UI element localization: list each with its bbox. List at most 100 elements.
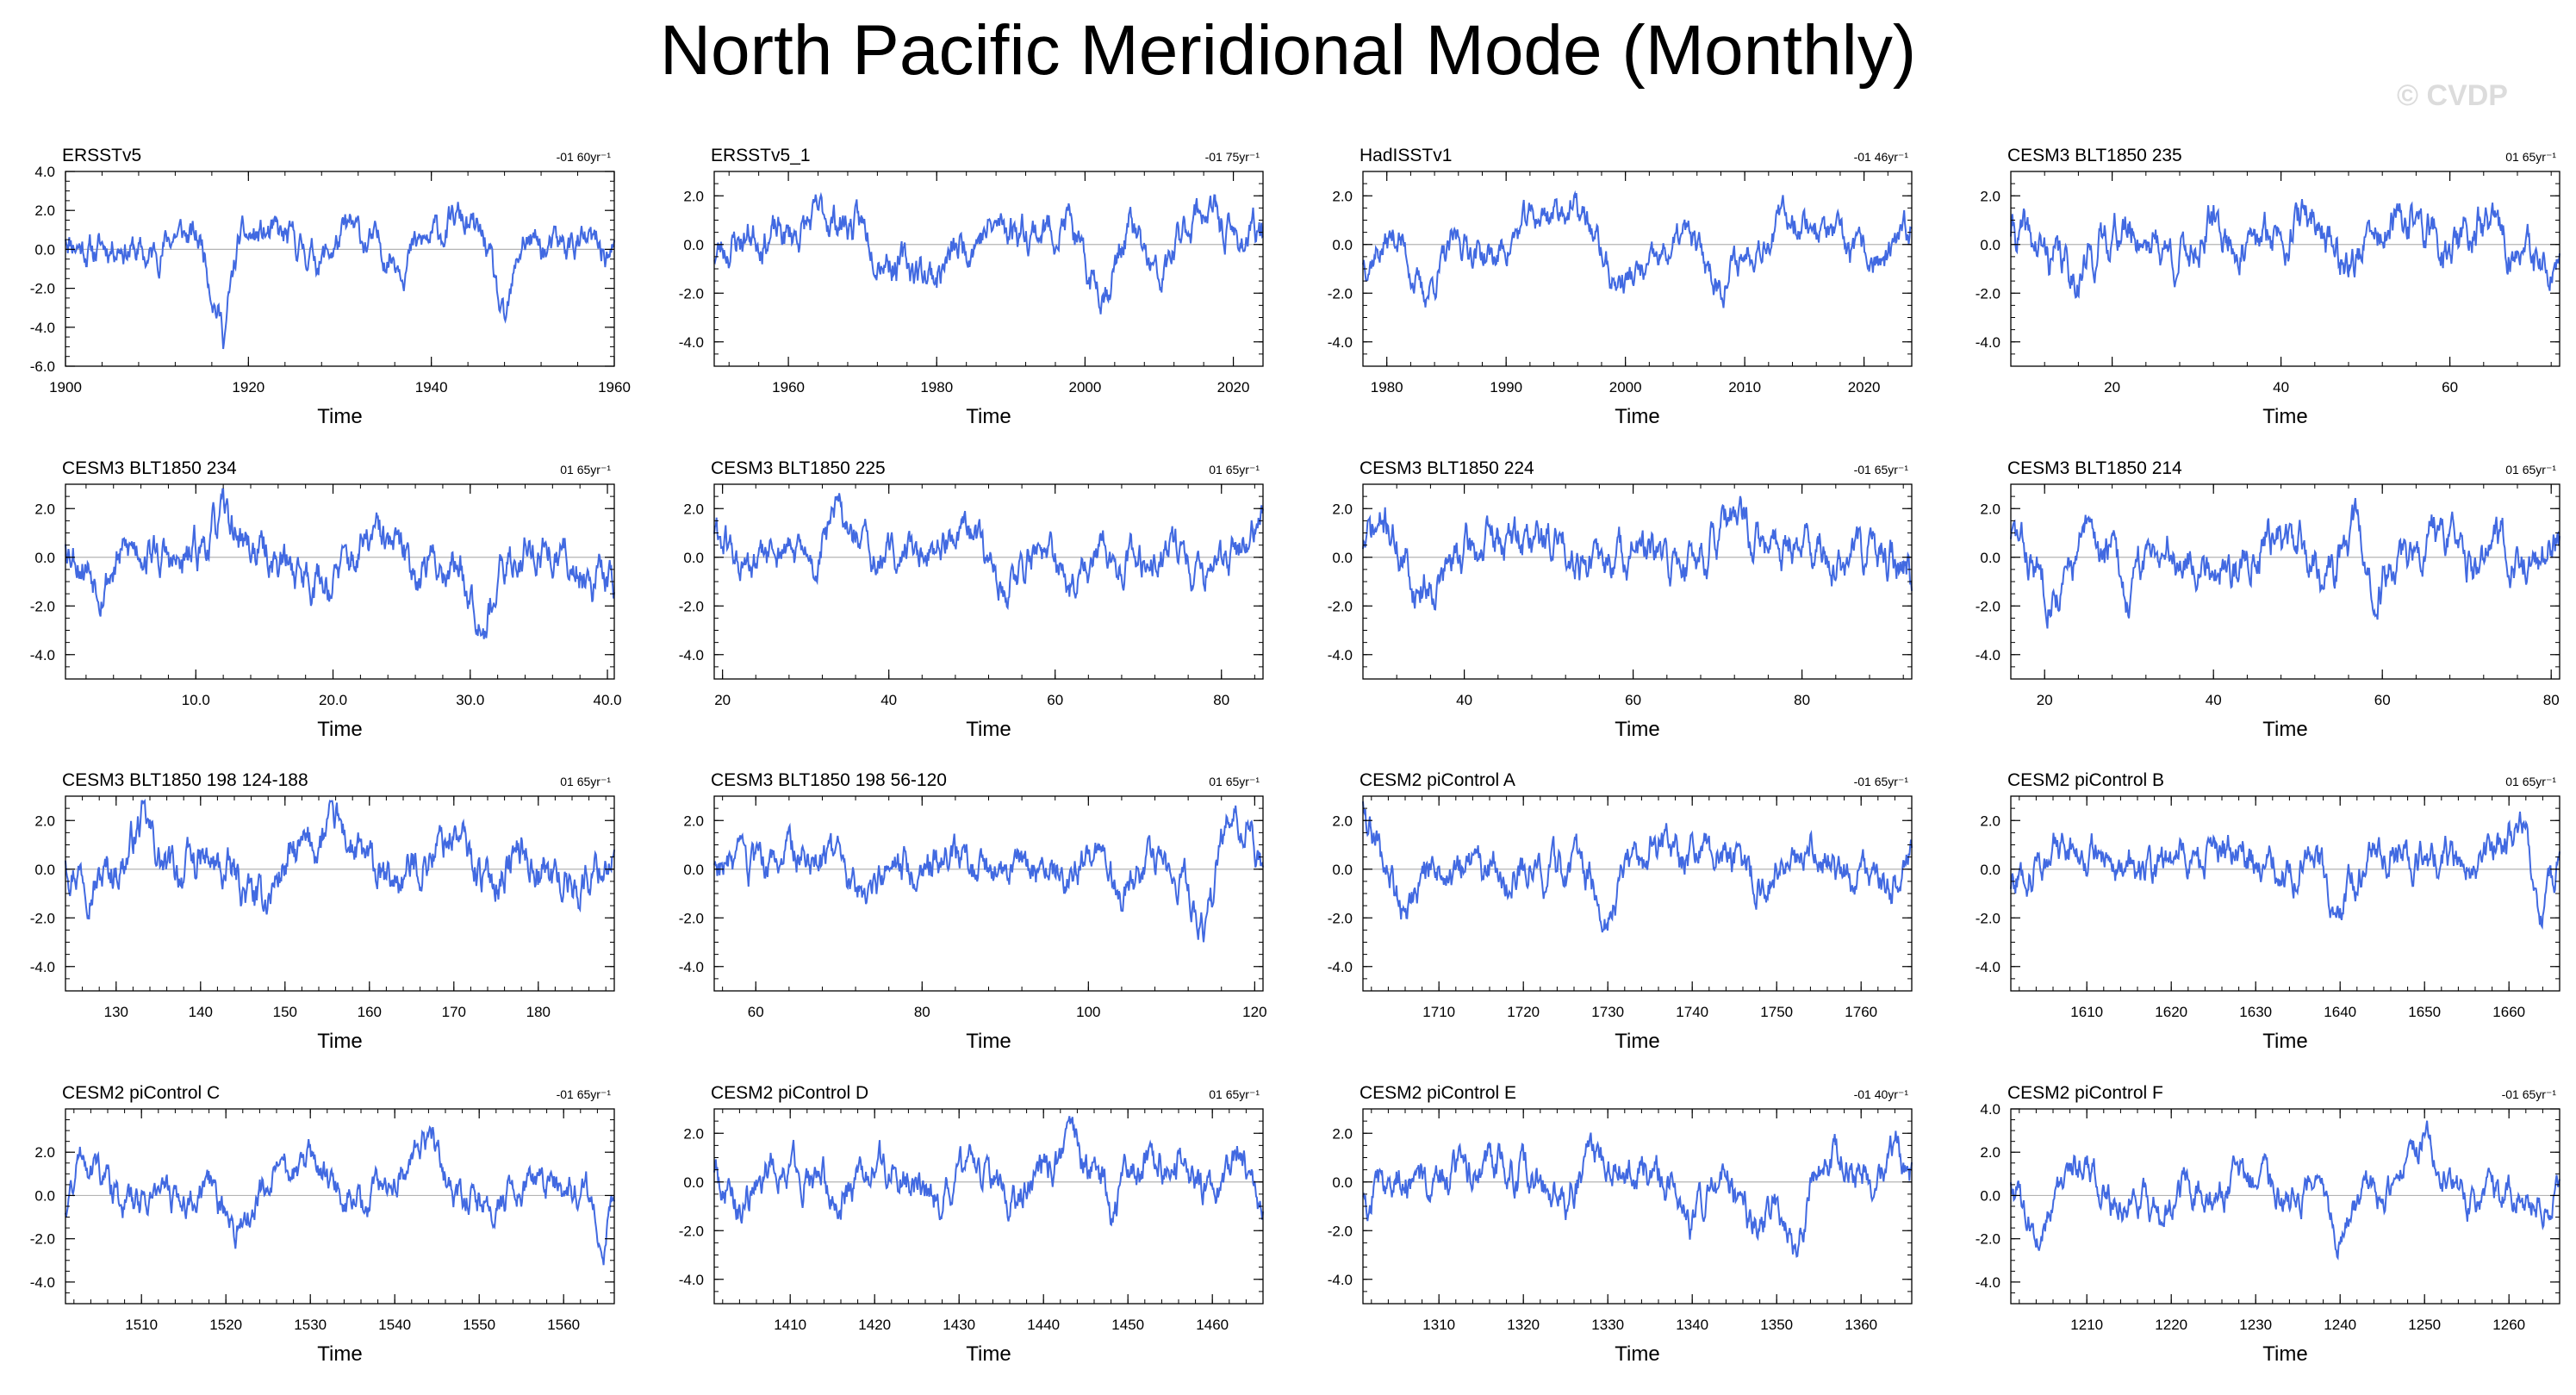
series-line	[713, 191, 1264, 314]
x-axis-label: Time	[1615, 1030, 1659, 1053]
y-tick-label: -4.0	[1976, 334, 2000, 351]
trend-label: -01 65yr⁻¹	[2502, 1087, 2557, 1101]
x-axis-label: Time	[966, 1030, 1011, 1053]
panel-title: HadISSTv1	[1360, 146, 1452, 165]
x-tick-label: 1330	[1591, 1317, 1624, 1333]
x-tick-label: 60	[1625, 692, 1641, 708]
trend-label: -01 75yr⁻¹	[1205, 150, 1260, 164]
y-tick-label: -2.0	[679, 1223, 704, 1239]
x-tick-label: 2000	[1609, 379, 1642, 395]
x-tick-label: 1410	[774, 1317, 806, 1333]
y-tick-label: -4.0	[679, 647, 704, 663]
panel-title: ERSSTv5	[62, 146, 141, 165]
series-line	[65, 798, 615, 920]
y-tick-label: 0.0	[34, 550, 55, 566]
x-tick-label: 20	[714, 692, 731, 708]
series-line	[713, 805, 1264, 943]
x-axis-label: Time	[2262, 1030, 2307, 1053]
y-tick-label: 2.0	[34, 1144, 55, 1161]
trend-label: 01 65yr⁻¹	[2505, 463, 2556, 476]
x-tick-label: 1620	[2155, 1004, 2187, 1020]
x-tick-label: 1340	[1676, 1317, 1708, 1333]
trend-label: -01 40yr⁻¹	[1854, 1087, 1909, 1101]
y-tick-label: -2.0	[1976, 1231, 2000, 1248]
x-axis-label: Time	[966, 718, 1011, 741]
trend-label: -01 60yr⁻¹	[557, 150, 612, 164]
y-tick-label: 0.0	[1332, 237, 1353, 253]
panel-11: CESM2 piControl A -01 65yr⁻¹ -4.0 -2.0 0.0 2.…	[1328, 770, 1913, 1053]
panel-16: CESM2 piControl F -01 65yr⁻¹ -4.0 -2.0 0.0 2.…	[1976, 1083, 2560, 1366]
x-tick-label: 1980	[1371, 379, 1403, 395]
y-tick-label: -2.0	[1328, 285, 1353, 302]
panel-4: CESM3 BLT1850 235 01 65yr⁻¹ -4.0 -2.0 0.0 2.0…	[1976, 146, 2560, 428]
x-tick-label: 1440	[1027, 1317, 1060, 1333]
y-tick-label: 2.0	[34, 501, 55, 517]
panel-5: CESM3 BLT1850 234 01 65yr⁻¹ -4.0 -2.0 0.0 2.0…	[30, 458, 622, 741]
plot-frame	[65, 483, 615, 680]
x-tick-label: 2010	[1728, 379, 1761, 395]
y-tick-label: -2.0	[1976, 598, 2000, 614]
x-tick-label: 1310	[1422, 1317, 1455, 1333]
y-tick-label: 2.0	[683, 1125, 704, 1142]
x-tick-label: 1660	[2492, 1004, 2525, 1020]
x-tick-label: 100	[1076, 1004, 1100, 1020]
series-line	[1362, 495, 1913, 611]
x-tick-label: 1420	[858, 1317, 891, 1333]
x-axis-label: Time	[317, 1342, 362, 1366]
panel-12: CESM2 piControl B 01 65yr⁻¹ -4.0 -2.0 0.0 2.0…	[1976, 770, 2560, 1053]
panel-title: CESM2 piControl B	[2007, 770, 2164, 790]
series-line	[713, 493, 1264, 611]
y-tick-label: -6.0	[30, 358, 55, 375]
y-tick-label: 2.0	[1980, 1144, 2000, 1161]
x-axis-label: Time	[1615, 718, 1659, 741]
x-tick-label: 1450	[1111, 1317, 1144, 1333]
y-tick-label: -2.0	[679, 598, 704, 614]
y-tick-label: 2.0	[1332, 813, 1353, 829]
panel-title: CESM3 BLT1850 224	[1360, 458, 1534, 478]
x-tick-label: 2020	[1848, 379, 1881, 395]
x-tick-label: 1210	[2070, 1317, 2103, 1333]
y-tick-label: -2.0	[1976, 910, 2000, 926]
x-tick-label: 1220	[2155, 1317, 2187, 1333]
series-line	[65, 202, 615, 350]
x-axis-label: Time	[1615, 1342, 1659, 1366]
x-tick-label: 20.0	[319, 692, 347, 708]
x-tick-label: 170	[442, 1004, 466, 1020]
trend-label: 01 65yr⁻¹	[1209, 775, 1260, 788]
x-tick-label: 1640	[2324, 1004, 2356, 1020]
x-tick-label: 20	[2104, 379, 2120, 395]
y-tick-label: -4.0	[1976, 647, 2000, 663]
panel-title: CESM2 piControl E	[1360, 1083, 1516, 1103]
y-tick-label: -4.0	[1328, 959, 1353, 975]
x-tick-label: 80	[1213, 692, 1229, 708]
x-tick-label: 1730	[1591, 1004, 1624, 1020]
x-tick-label: 80	[2543, 692, 2560, 708]
series-line	[1362, 1130, 1913, 1258]
series-line	[2010, 1120, 2560, 1261]
y-tick-label: 0.0	[683, 550, 704, 566]
x-tick-label: 180	[526, 1004, 551, 1020]
x-tick-label: 10.0	[182, 692, 210, 708]
x-tick-label: 60	[1047, 692, 1063, 708]
figure-title: North Pacific Meridional Mode (Monthly)	[659, 11, 1917, 90]
x-tick-label: 1320	[1507, 1317, 1540, 1333]
x-tick-label: 2020	[1217, 379, 1250, 395]
y-tick-label: 2.0	[34, 202, 55, 219]
x-tick-label: 40	[1456, 692, 1472, 708]
x-tick-label: 40	[2273, 379, 2289, 395]
panel-1: ERSSTv5 -01 60yr⁻¹ -6.0 -4.0 -2.0 0.0 2.0 4.0 19…	[30, 146, 631, 428]
y-tick-label: -2.0	[30, 910, 55, 926]
x-tick-label: 40.0	[593, 692, 621, 708]
x-tick-label: 60	[2374, 692, 2391, 708]
panel-title: CESM3 BLT1850 235	[2007, 146, 2182, 165]
y-tick-label: -4.0	[679, 959, 704, 975]
trend-label: 01 65yr⁻¹	[1209, 1087, 1260, 1101]
trend-label: 01 65yr⁻¹	[2505, 775, 2556, 788]
y-tick-label: 0.0	[1980, 862, 2000, 878]
y-tick-label: -4.0	[1976, 1274, 2000, 1291]
panel-title: CESM2 piControl A	[1360, 770, 1515, 790]
y-tick-label: -2.0	[1328, 1223, 1353, 1239]
y-tick-label: 2.0	[683, 188, 704, 204]
series-line	[713, 1116, 1264, 1227]
